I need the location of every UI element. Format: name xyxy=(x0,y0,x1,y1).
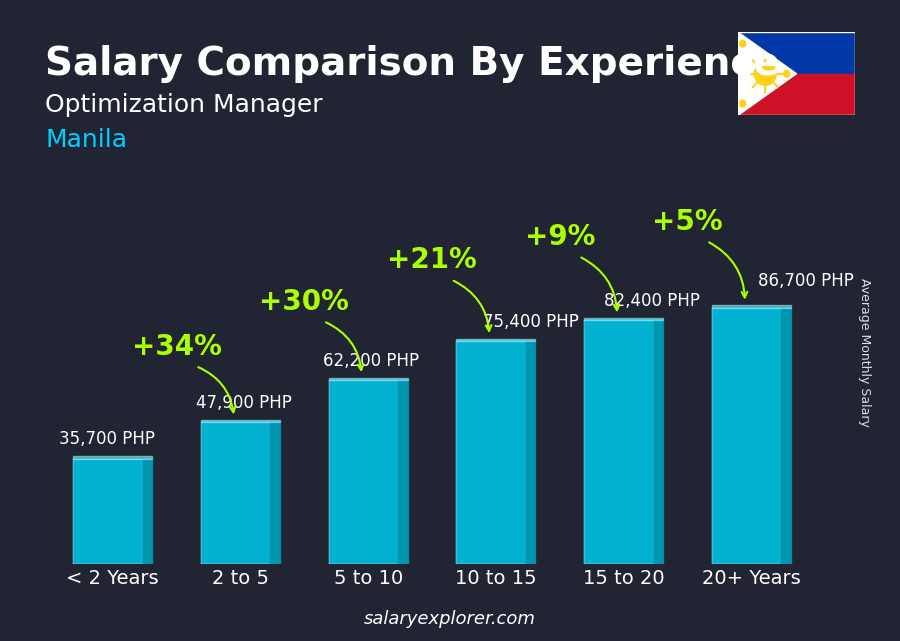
Text: +21%: +21% xyxy=(387,246,477,274)
Text: 35,700 PHP: 35,700 PHP xyxy=(59,430,155,448)
Text: 75,400 PHP: 75,400 PHP xyxy=(483,313,579,331)
Polygon shape xyxy=(456,338,536,341)
Bar xyxy=(73,458,152,564)
Text: 86,700 PHP: 86,700 PHP xyxy=(758,272,853,290)
Bar xyxy=(712,308,791,564)
Text: +9%: +9% xyxy=(525,223,595,251)
Bar xyxy=(456,341,536,564)
Circle shape xyxy=(754,62,776,85)
Polygon shape xyxy=(143,458,152,564)
Circle shape xyxy=(740,40,746,47)
Text: +34%: +34% xyxy=(131,333,221,361)
Polygon shape xyxy=(653,320,663,564)
Polygon shape xyxy=(201,420,280,422)
Bar xyxy=(584,320,663,564)
Text: Manila: Manila xyxy=(45,128,127,152)
Text: +5%: +5% xyxy=(652,208,723,236)
Circle shape xyxy=(784,71,790,77)
Polygon shape xyxy=(526,341,536,564)
Polygon shape xyxy=(584,318,663,320)
Text: 62,200 PHP: 62,200 PHP xyxy=(323,352,419,370)
Polygon shape xyxy=(328,378,408,380)
Polygon shape xyxy=(73,456,152,458)
Polygon shape xyxy=(712,305,791,308)
Text: Average Monthly Salary: Average Monthly Salary xyxy=(858,278,870,427)
Polygon shape xyxy=(738,32,796,115)
Text: 47,900 PHP: 47,900 PHP xyxy=(195,394,292,412)
Bar xyxy=(328,380,408,564)
Polygon shape xyxy=(271,422,280,564)
Text: Optimization Manager: Optimization Manager xyxy=(45,93,322,117)
Polygon shape xyxy=(781,308,791,564)
Bar xyxy=(738,74,855,115)
Text: Salary Comparison By Experience: Salary Comparison By Experience xyxy=(45,45,779,83)
Bar xyxy=(738,32,855,74)
Text: +30%: +30% xyxy=(259,288,349,316)
Circle shape xyxy=(740,101,746,107)
Text: 82,400 PHP: 82,400 PHP xyxy=(605,292,700,310)
Text: salaryexplorer.com: salaryexplorer.com xyxy=(364,610,536,628)
Polygon shape xyxy=(398,380,408,564)
Bar xyxy=(201,422,280,564)
